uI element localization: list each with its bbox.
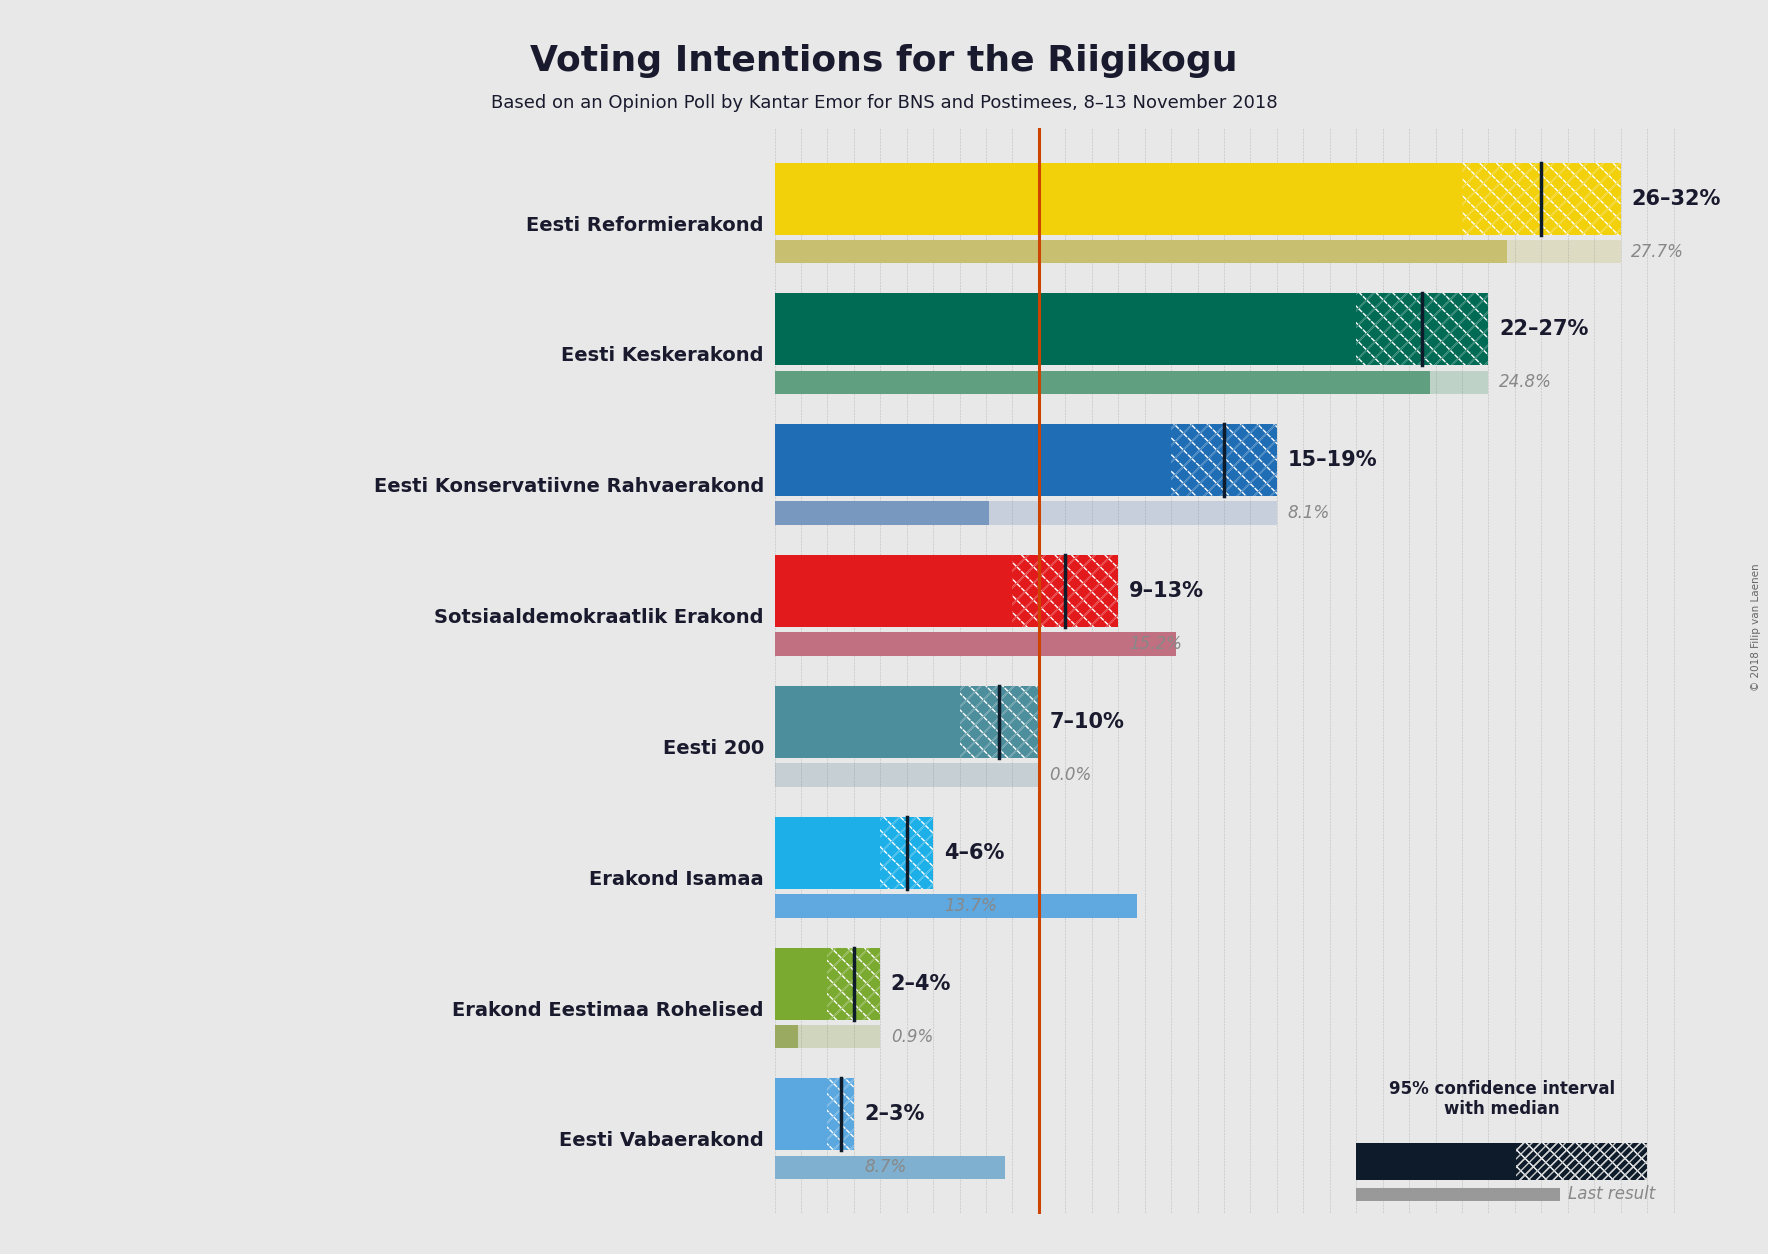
Bar — [774, 240, 1621, 263]
Bar — [774, 371, 1489, 394]
Bar — [1462, 163, 1621, 234]
Bar — [827, 1078, 854, 1150]
Bar — [1517, 1144, 1648, 1180]
Bar — [774, 371, 1430, 394]
Text: Eesti Keskerakond: Eesti Keskerakond — [562, 346, 764, 365]
Bar — [774, 894, 934, 918]
Bar — [774, 1078, 827, 1150]
Text: 24.8%: 24.8% — [1499, 374, 1552, 391]
Bar — [774, 948, 827, 1020]
Bar — [1013, 556, 1117, 627]
Bar — [774, 293, 1356, 365]
Text: 9–13%: 9–13% — [1128, 581, 1204, 601]
Bar — [827, 948, 880, 1020]
Bar — [1356, 293, 1489, 365]
Bar — [1170, 424, 1276, 497]
Text: © 2018 Filip van Laenen: © 2018 Filip van Laenen — [1750, 563, 1761, 691]
Bar — [1517, 1144, 1648, 1180]
Bar — [774, 1156, 1004, 1179]
Text: Sotsiaaldemokraatlik Erakond: Sotsiaaldemokraatlik Erakond — [435, 608, 764, 627]
Bar — [827, 1078, 854, 1150]
Text: 27.7%: 27.7% — [1632, 242, 1685, 261]
Text: 95% confidence interval
with median: 95% confidence interval with median — [1388, 1080, 1614, 1119]
Text: 4–6%: 4–6% — [944, 843, 1004, 863]
Bar — [774, 894, 1137, 918]
Bar — [880, 816, 934, 889]
Bar — [880, 816, 934, 889]
Bar — [774, 1025, 880, 1048]
Bar — [827, 948, 880, 1020]
Text: 2–4%: 2–4% — [891, 973, 951, 993]
Text: 2–3%: 2–3% — [865, 1105, 925, 1125]
Text: 15.2%: 15.2% — [1128, 635, 1181, 653]
Text: 13.7%: 13.7% — [944, 897, 997, 914]
Bar — [774, 632, 1176, 656]
Text: 0.0%: 0.0% — [1050, 766, 1093, 784]
Bar — [1356, 293, 1489, 365]
Bar — [1170, 424, 1276, 497]
Bar — [960, 686, 1040, 757]
Bar — [880, 816, 934, 889]
Text: Based on an Opinion Poll by Kantar Emor for BNS and Postimees, 8–13 November 201: Based on an Opinion Poll by Kantar Emor … — [492, 94, 1276, 112]
Bar — [774, 764, 1040, 786]
Text: Eesti Vabaerakond: Eesti Vabaerakond — [559, 1131, 764, 1150]
Bar — [1356, 1188, 1559, 1201]
Text: 8.7%: 8.7% — [865, 1159, 907, 1176]
Text: Erakond Isamaa: Erakond Isamaa — [589, 870, 764, 889]
Text: 26–32%: 26–32% — [1632, 188, 1720, 208]
Text: Voting Intentions for the Riigikogu: Voting Intentions for the Riigikogu — [530, 44, 1238, 78]
Text: Eesti 200: Eesti 200 — [663, 739, 764, 757]
Bar — [960, 686, 1040, 757]
Bar — [1013, 556, 1117, 627]
Bar — [827, 948, 880, 1020]
Bar — [1462, 163, 1621, 234]
Bar — [774, 240, 1506, 263]
Bar — [1013, 556, 1117, 627]
Text: 0.9%: 0.9% — [891, 1027, 934, 1046]
Bar — [774, 1156, 854, 1179]
Bar — [774, 816, 880, 889]
Text: Eesti Konservatiivne Rahvaerakond: Eesti Konservatiivne Rahvaerakond — [373, 478, 764, 497]
Text: Last result: Last result — [1568, 1185, 1655, 1204]
Bar — [774, 556, 1013, 627]
Bar — [1356, 293, 1489, 365]
Bar — [774, 1025, 799, 1048]
Text: 7–10%: 7–10% — [1050, 712, 1124, 732]
Bar — [1517, 1144, 1648, 1180]
Text: Eesti Reformierakond: Eesti Reformierakond — [527, 216, 764, 234]
Text: 8.1%: 8.1% — [1287, 504, 1330, 522]
Bar — [774, 632, 1117, 656]
Bar — [1356, 1144, 1517, 1180]
Bar — [960, 686, 1040, 757]
Bar — [774, 163, 1462, 234]
Text: Erakond Eestimaa Rohelised: Erakond Eestimaa Rohelised — [453, 1001, 764, 1020]
Bar — [774, 502, 988, 525]
Bar — [774, 424, 1170, 497]
Bar — [774, 502, 1276, 525]
Bar — [1462, 163, 1621, 234]
Bar — [1170, 424, 1276, 497]
Text: 22–27%: 22–27% — [1499, 320, 1588, 340]
Bar — [827, 1078, 854, 1150]
Text: 15–19%: 15–19% — [1287, 450, 1377, 470]
Bar — [774, 686, 960, 757]
